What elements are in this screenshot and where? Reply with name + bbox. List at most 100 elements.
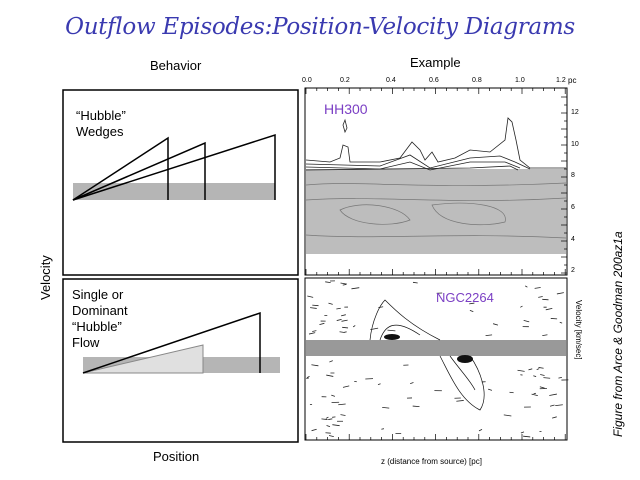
noise-contour bbox=[517, 369, 525, 372]
noise-contour bbox=[312, 304, 319, 307]
caption-line: “Hubble” bbox=[76, 108, 126, 123]
small-hubble-wedge bbox=[82, 344, 204, 374]
noise-contour bbox=[307, 295, 314, 298]
noise-contour bbox=[478, 429, 483, 432]
caption-line: Wedges bbox=[76, 124, 124, 139]
slide-title: Outflow Episodes:Position-Velocity Diagr… bbox=[65, 14, 575, 40]
noise-contour bbox=[341, 319, 348, 322]
noise-contour bbox=[552, 416, 557, 419]
ngc2264-label: NGC2264 bbox=[436, 290, 494, 305]
noise-contour bbox=[539, 386, 545, 389]
noise-contour bbox=[326, 425, 331, 428]
noise-contour bbox=[549, 393, 557, 396]
noise-contour bbox=[381, 428, 385, 430]
noise-contour bbox=[558, 376, 563, 379]
tick-label: 1.0 bbox=[515, 77, 525, 84]
noise-contour bbox=[534, 287, 541, 289]
noise-contour bbox=[456, 400, 464, 402]
noise-contour bbox=[469, 310, 474, 312]
tick-label: 0.2 bbox=[340, 77, 350, 84]
noise-contour bbox=[523, 435, 531, 438]
tick-label: 8 bbox=[571, 172, 575, 179]
hubble-wedges bbox=[72, 133, 276, 201]
noise-contour bbox=[342, 284, 347, 286]
noise-contour bbox=[488, 388, 493, 391]
noise-contour bbox=[503, 414, 512, 417]
wedges-panel-frame bbox=[62, 89, 299, 276]
noise-contour bbox=[556, 292, 564, 295]
noise-contour bbox=[342, 326, 349, 329]
ngc2264-ambient-emission bbox=[306, 340, 566, 356]
noise-contour bbox=[310, 307, 317, 309]
noise-contour bbox=[328, 418, 333, 420]
ngc2264-panel bbox=[304, 277, 568, 441]
noise-contour bbox=[387, 329, 396, 332]
noise-contour bbox=[485, 334, 493, 337]
noise-contour bbox=[377, 383, 381, 385]
noise-contour bbox=[326, 374, 334, 377]
single-flow-caption: Single or Dominant “Hubble” Flow bbox=[72, 287, 128, 351]
noise-contour bbox=[559, 321, 563, 324]
noise-contour bbox=[542, 334, 548, 336]
noise-contour bbox=[492, 323, 499, 326]
noise-contour bbox=[342, 385, 350, 388]
noise-contour bbox=[328, 435, 334, 438]
ngc2264-outflow-contours bbox=[369, 299, 485, 411]
noise-contour bbox=[325, 416, 329, 419]
noise-contour bbox=[336, 307, 341, 310]
noise-contour bbox=[340, 314, 346, 317]
noise-contour bbox=[410, 382, 414, 384]
tick-label: 4 bbox=[571, 236, 575, 243]
noise-contour bbox=[308, 332, 316, 335]
noise-contour bbox=[545, 307, 553, 311]
figure-credit: Figure from Arce & Goodman 200az1a bbox=[611, 231, 625, 437]
tick-label: 0.8 bbox=[472, 77, 482, 84]
noise-contour bbox=[329, 360, 333, 363]
example-heading: Example bbox=[410, 55, 461, 70]
behavior-heading: Behavior bbox=[150, 58, 202, 73]
red-lobe-peak bbox=[457, 355, 473, 363]
noise-contour bbox=[340, 414, 346, 416]
single-flow-panel-frame bbox=[62, 278, 299, 443]
noise-contour bbox=[538, 367, 544, 369]
noise-contour bbox=[525, 285, 528, 288]
noise-contour bbox=[531, 393, 538, 396]
noise-contour bbox=[311, 428, 317, 432]
noise-contour bbox=[370, 327, 379, 330]
tick-label: 0.0 bbox=[302, 77, 312, 84]
noise-contour bbox=[549, 404, 555, 407]
velocity-kms-label: Velocity [km/sec] bbox=[574, 300, 583, 360]
wedges-caption: “Hubble” Wedges bbox=[76, 108, 126, 140]
noise-contour bbox=[533, 375, 537, 377]
tick-label: 0.6 bbox=[429, 77, 439, 84]
tick-label: 10 bbox=[571, 141, 579, 148]
wedges-ambient-band bbox=[73, 183, 275, 200]
noise-contour bbox=[331, 394, 336, 397]
hh300-label: HH300 bbox=[324, 101, 368, 117]
noise-contour bbox=[336, 318, 342, 321]
noise-contour bbox=[540, 374, 545, 376]
noise-contour bbox=[340, 282, 348, 285]
hh300-inner-contours bbox=[305, 182, 567, 239]
noise-contour bbox=[351, 287, 360, 290]
noise-contour bbox=[412, 405, 420, 408]
noise-contour bbox=[412, 281, 418, 284]
caption-line: “Hubble” bbox=[72, 319, 122, 334]
noise-contour bbox=[469, 302, 475, 305]
top-axis-unit: pc bbox=[568, 76, 577, 85]
noise-contour bbox=[319, 322, 325, 325]
noise-contour bbox=[352, 325, 356, 328]
noise-contour bbox=[536, 368, 540, 371]
noise-contour bbox=[338, 403, 346, 406]
noise-contour bbox=[328, 302, 333, 305]
noise-contour bbox=[538, 296, 543, 298]
tick-label: 1.2 bbox=[556, 77, 566, 84]
caption-line: Dominant bbox=[72, 303, 128, 318]
noise-contour bbox=[528, 368, 533, 371]
noise-contour bbox=[555, 404, 563, 406]
axis-ticks bbox=[305, 88, 567, 440]
noise-contour bbox=[520, 431, 525, 434]
noise-contour bbox=[543, 377, 551, 379]
